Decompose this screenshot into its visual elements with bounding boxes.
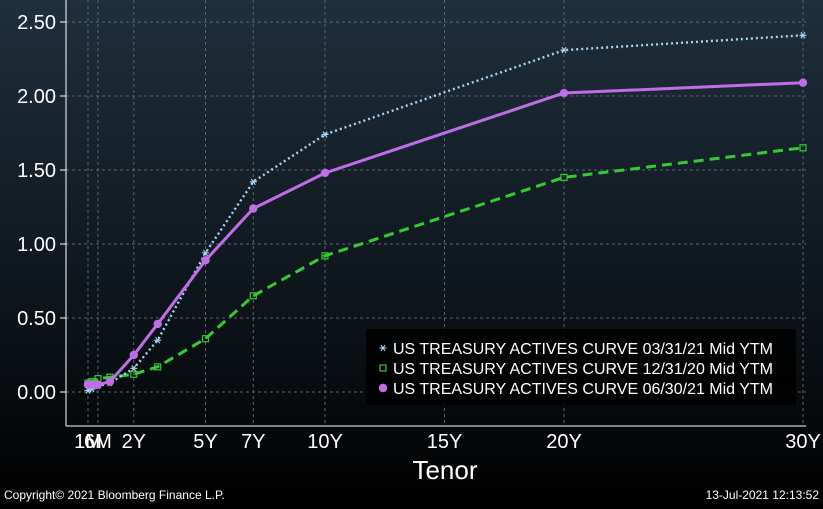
data-point-circle — [105, 377, 115, 386]
x-tick-label: 5Y — [193, 431, 217, 453]
y-tick-label: 1.50 — [17, 160, 56, 182]
data-point-circle — [201, 256, 210, 265]
data-point-square — [379, 364, 387, 372]
data-point-square — [154, 363, 162, 371]
legend-entry-label: US TREASURY ACTIVES CURVE 03/31/21 Mid Y… — [393, 341, 773, 358]
y-tick-label: 0.50 — [17, 308, 56, 330]
data-point-circle — [249, 204, 258, 213]
data-point-square — [321, 252, 329, 260]
legend-box — [366, 329, 796, 405]
x-tick-label: 2Y — [122, 431, 146, 453]
data-point-square — [799, 144, 807, 152]
legend-entry-label: US TREASURY ACTIVES CURVE 06/30/21 Mid Y… — [393, 381, 773, 398]
timestamp-text: 13-Jul-2021 12:13:52 — [705, 488, 819, 502]
data-point-circle — [320, 168, 330, 178]
data-point-square — [130, 370, 138, 378]
data-point-asterisk — [130, 365, 138, 372]
x-axis-label: Tenor — [412, 455, 477, 485]
legend-entry-label: US TREASURY ACTIVES CURVE 12/31/20 Mid Y… — [393, 361, 773, 378]
data-point-asterisk — [321, 131, 329, 138]
copyright-text: Copyright© 2021 Bloomberg Finance L.P. — [4, 488, 225, 502]
data-point-asterisk — [379, 344, 387, 352]
data-point-circle — [153, 319, 162, 329]
series-line — [87, 146, 804, 385]
x-tick-label: 10Y — [307, 431, 343, 453]
data-point-square — [249, 292, 257, 300]
x-tick-label: 20Y — [546, 431, 582, 453]
data-point-circle — [798, 78, 808, 87]
data-point-asterisk — [560, 46, 568, 54]
legend: US TREASURY ACTIVES CURVE 03/31/21 Mid Y… — [366, 329, 796, 405]
x-tick-label: 7Y — [241, 431, 265, 453]
data-point-asterisk — [799, 32, 807, 39]
data-point-circle — [129, 350, 138, 360]
data-point-square — [201, 335, 210, 343]
y-tick-label: 1.00 — [17, 234, 56, 256]
data-point-square — [560, 173, 568, 181]
x-tick-label: 6M — [84, 431, 112, 453]
data-point-circle — [378, 383, 388, 393]
data-point-circle — [559, 88, 569, 98]
data-point-asterisk — [154, 336, 162, 344]
x-tick-label: 15Y — [427, 431, 463, 453]
data-point-asterisk — [249, 178, 257, 186]
y-tick-label: 2.50 — [17, 12, 56, 34]
y-tick-label: 2.00 — [17, 86, 56, 108]
data-point-circle — [93, 380, 103, 389]
y-tick-label: 0.00 — [17, 382, 56, 404]
data-point-asterisk — [202, 249, 209, 257]
data-point-circle — [87, 380, 97, 389]
x-tick-label: 1M — [74, 431, 102, 453]
series-layer — [83, 32, 808, 394]
x-tick-label: 30Y — [785, 431, 821, 453]
